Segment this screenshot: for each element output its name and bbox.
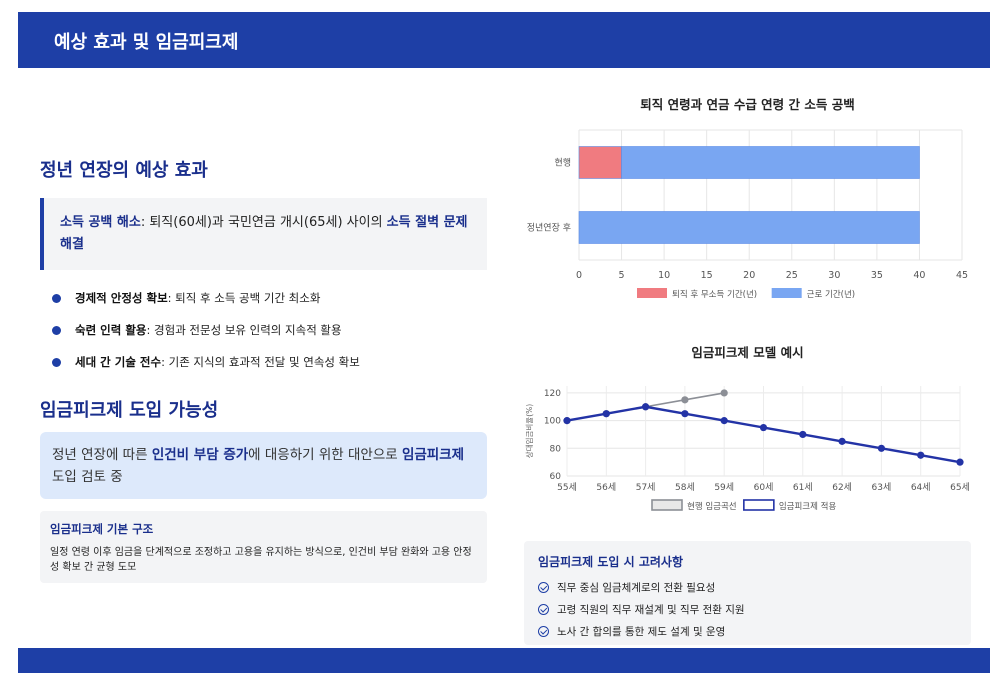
list-item: 세대 간 기술 전수: 기존 지식의 효과적 전달 및 연속성 확보 xyxy=(52,354,492,386)
data-point xyxy=(563,417,571,425)
y-tick-label: 100 xyxy=(544,417,561,427)
x-tick-label: 20 xyxy=(743,270,755,281)
callout-text: : 퇴직(60세)과 국민연금 개시(65세) 사이의 xyxy=(140,215,387,230)
wagepeak-callout: 정년 연장에 따른 인건비 부담 증가에 대응하기 위한 대안으로 임금피크제 … xyxy=(40,432,487,499)
list-item: 고령 직원의 직무 재설계 및 직무 전환 지원 xyxy=(538,598,957,620)
data-point xyxy=(720,417,728,425)
x-tick-label: 30 xyxy=(828,270,840,281)
income-gap-callout: 소득 공백 해소: 퇴직(60세)과 국민연금 개시(65세) 사이의 소득 절… xyxy=(40,198,487,270)
callout-text: 정년 연장에 따른 xyxy=(52,447,152,463)
callout-text: 에 대응하기 위한 대안으로 xyxy=(248,447,402,463)
data-point xyxy=(956,458,964,466)
bar-segment xyxy=(578,146,622,179)
x-tick-label: 35 xyxy=(871,270,883,281)
y-tick-label: 80 xyxy=(550,444,562,454)
data-point xyxy=(877,444,885,452)
effects-list: 경제적 안정성 확보: 퇴직 후 소득 공백 기간 최소화 숙련 인력 활용: … xyxy=(52,290,492,386)
check-circle-icon xyxy=(538,581,549,593)
data-point xyxy=(681,396,689,404)
data-point xyxy=(799,430,807,439)
x-tick-label: 60세 xyxy=(754,482,774,493)
structure-title: 임금피크제 기본 구조 xyxy=(50,522,154,536)
effects-heading: 정년 연장의 예상 효과 xyxy=(40,160,208,181)
wage-peak-chart: 60 80 100 120 55세 56세 57세 58세 59세 60세 61세 62세 63세 64세… xyxy=(524,386,970,512)
x-tick-label: 63세 xyxy=(872,482,892,493)
bullet-text: : 기존 지식의 효과적 전달 및 연속성 확보 xyxy=(161,355,360,369)
x-tick-label: 0 xyxy=(576,270,582,281)
consideration-text: 직무 중심 임금체계로의 전환 필요성 xyxy=(557,581,716,594)
structure-description: 일정 연령 이후 임금을 단계적으로 조정하고 고용을 유지하는 방식으로, 인… xyxy=(50,547,472,573)
legend-swatch xyxy=(771,288,802,298)
legend-label: 현행 임금곡선 xyxy=(687,501,737,512)
x-tick-label: 55세 xyxy=(557,482,577,493)
x-tick-label: 61세 xyxy=(793,482,813,493)
data-point xyxy=(720,389,728,397)
callout-label: 소득 공백 해소 xyxy=(60,215,141,230)
bar-segment xyxy=(578,211,920,244)
y-tick-label: 정년연장 후 xyxy=(527,223,571,234)
x-tick-label: 65세 xyxy=(950,482,970,493)
check-circle-icon xyxy=(538,625,549,637)
list-item: 경제적 안정성 확보: 퇴직 후 소득 공백 기간 최소화 xyxy=(52,290,492,322)
consideration-text: 고령 직원의 직무 재설계 및 직무 전환 지원 xyxy=(557,603,745,616)
x-tick-label: 64세 xyxy=(911,482,931,493)
bullet-text: : 퇴직 후 소득 공백 기간 최소화 xyxy=(167,291,321,305)
callout-emphasis: 소득 절벽 문제 해결 xyxy=(60,215,468,252)
x-tick-label: 10 xyxy=(658,270,670,281)
list-item: 숙련 인력 활용: 경험과 전문성 보유 인력의 지속적 활용 xyxy=(52,322,492,354)
bullet-text: : 경험과 전문성 보유 인력의 지속적 활용 xyxy=(146,323,342,337)
list-item: 직무 중심 임금체계로의 전환 필요성 xyxy=(538,576,957,598)
callout-emphasis: 임금피크제 xyxy=(401,447,465,463)
y-tick-label: 120 xyxy=(544,389,561,399)
page-title: 예상 효과 및 임금피크제 xyxy=(54,32,239,53)
data-point xyxy=(838,437,846,445)
chart2-title: 임금피크제 모델 예시 xyxy=(691,345,804,360)
data-point xyxy=(917,451,925,459)
x-tick-label: 25 xyxy=(786,270,798,281)
wagepeak-heading: 임금피크제 도입 가능성 xyxy=(40,400,219,421)
data-point xyxy=(759,423,768,432)
data-point xyxy=(642,403,650,411)
header-bar: 예상 효과 및 임금피크제 xyxy=(18,12,990,68)
data-point xyxy=(602,410,610,418)
callout-text: 도입 검토 중 xyxy=(52,469,123,485)
x-tick-label: 59세 xyxy=(714,482,734,493)
callout-emphasis: 인건비 부담 증가 xyxy=(151,447,249,463)
legend-swatch xyxy=(743,499,775,511)
legend-label: 임금피크제 적용 xyxy=(779,501,837,512)
y-axis-label: 상대임금비율(%) xyxy=(524,404,534,458)
bar-segment xyxy=(621,146,920,179)
bullet-dot-icon xyxy=(52,358,61,367)
bullet-label: 숙련 인력 활용 xyxy=(75,323,147,337)
considerations-box: 임금피크제 도입 시 고려사항 직무 중심 임금체계로의 전환 필요성 고령 직… xyxy=(524,541,971,645)
x-tick-label: 56세 xyxy=(596,482,616,493)
bullet-dot-icon xyxy=(52,326,61,335)
y-tick-label: 현행 xyxy=(554,157,571,169)
legend-label: 퇴직 후 무소득 기간(년) xyxy=(672,289,757,300)
chart1-title: 퇴직 연령과 연금 수급 연령 간 소득 공백 xyxy=(640,97,855,112)
legend-swatch xyxy=(651,499,683,511)
x-tick-label: 58세 xyxy=(675,482,695,493)
footer-bar xyxy=(18,648,990,673)
check-circle-icon xyxy=(538,603,549,615)
bullet-label: 세대 간 기술 전수 xyxy=(75,355,162,369)
bullet-dot-icon xyxy=(52,294,61,303)
consideration-text: 노사 간 합의를 통한 제도 설계 및 운영 xyxy=(557,625,726,638)
x-tick-label: 5 xyxy=(619,270,625,281)
legend-swatch xyxy=(637,288,667,298)
data-point xyxy=(681,410,689,418)
list-item: 노사 간 합의를 통한 제도 설계 및 운영 xyxy=(538,620,957,642)
legend-label: 근로 기간(년) xyxy=(807,289,855,300)
x-tick-label: 15 xyxy=(701,270,713,281)
x-tick-label: 40 xyxy=(913,270,925,281)
x-tick-label: 57세 xyxy=(636,482,656,493)
y-tick-label: 60 xyxy=(550,472,562,482)
x-tick-label: 62세 xyxy=(832,482,852,493)
considerations-title: 임금피크제 도입 시 고려사항 xyxy=(538,555,684,569)
x-tick-label: 45 xyxy=(956,270,968,281)
bullet-label: 경제적 안정성 확보 xyxy=(75,291,168,305)
structure-box: 임금피크제 기본 구조 일정 연령 이후 임금을 단계적으로 조정하고 고용을 … xyxy=(40,511,487,583)
